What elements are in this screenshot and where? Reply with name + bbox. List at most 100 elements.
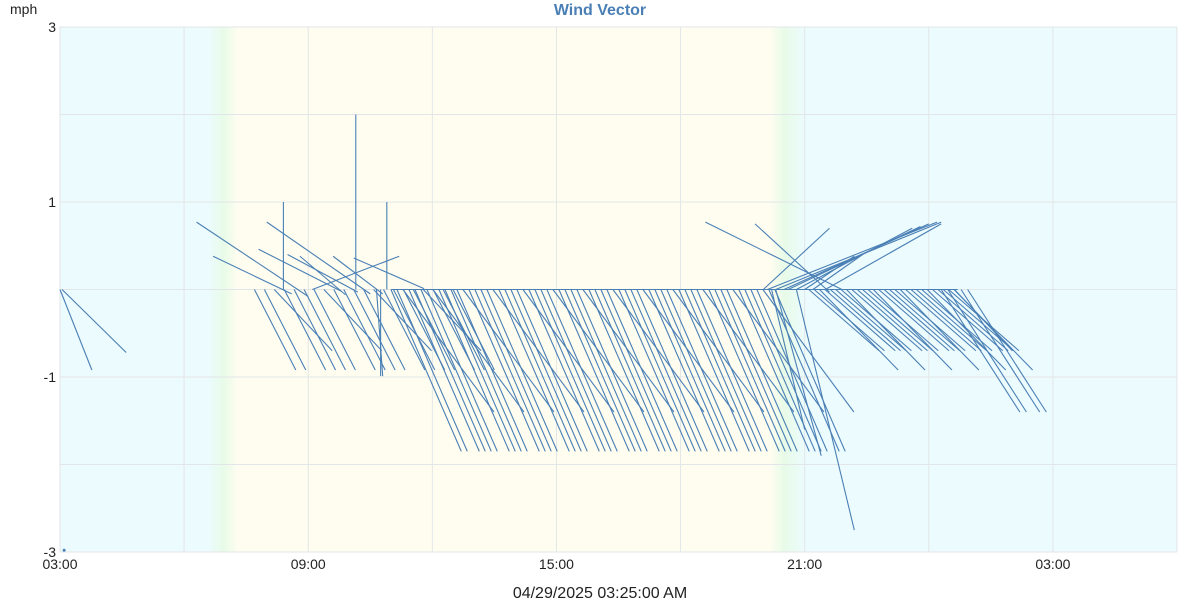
wind-vector [212,255,292,295]
x-tick-label: 21:00 [787,556,822,572]
wind-vector [824,289,896,352]
wind-vector [796,227,913,290]
wind-vector [899,289,980,371]
wind-vector [516,289,588,452]
wind-vector [263,289,307,371]
wind-vector [283,289,327,371]
wind-vector [293,289,337,371]
wind-vector [253,289,297,371]
wind-vector [504,289,576,452]
x-tick-label: 15:00 [539,556,574,572]
wind-vector [690,289,762,452]
wind-vector [373,289,432,352]
wind-vector [540,289,612,452]
wind-vector [426,289,498,452]
wind-vector [363,289,406,371]
wind-vector [684,289,756,452]
wind-vector [312,255,400,291]
wind-vector [648,289,720,452]
chart-title: Wind Vector [554,2,646,19]
wind-vector [510,289,582,452]
wind-vector [408,289,480,452]
wind-vector [353,257,425,290]
wind-vector [705,221,843,290]
wind-vector [787,226,921,290]
wind-vector [534,289,606,452]
wind-vector [486,289,558,452]
wind-vector [660,289,732,452]
wind-vector [353,289,396,371]
wind-vector [940,289,1021,413]
wind-vector [564,289,636,452]
origin-marker [62,548,66,552]
wind-vector [883,289,955,352]
x-tick-label: 03:00 [1035,556,1070,572]
y-tick-label: -1 [44,369,57,385]
wind-vector [829,289,902,352]
wind-vector [61,289,127,353]
wind-vector [442,289,485,371]
wind-vector [636,289,708,452]
timestamp-footer: 04/29/2025 03:25:00 AM [513,585,687,600]
wind-vector [546,289,618,452]
wind-vector [323,289,383,352]
wind-vector [954,289,1013,352]
wind-vector [456,289,528,452]
wind-vector [960,289,1041,413]
wind-vector [878,289,950,352]
wind-vector [438,289,510,452]
wind-vector [937,289,1009,352]
y-tick-label: 3 [48,19,56,35]
wind-vector [606,289,678,452]
wind-vector [862,289,934,352]
wind-vector [594,289,666,452]
wind-vector [600,289,672,452]
wind-vector [452,289,495,371]
wind-vector [444,289,516,452]
wind-vector [738,289,810,452]
wind-vector [396,289,468,452]
wind-vector [474,289,546,452]
wind-vector [856,289,928,352]
wind-vector [576,289,648,452]
wind-vector [624,289,696,452]
wind-vector [771,289,806,430]
wind-vector [528,289,600,452]
wind-vector [967,289,1047,413]
axes: 31-1-303:00 09:00 15:00 21:00 03:00 [42,19,1070,572]
wind-vector [480,289,552,452]
wind-vector [804,255,855,290]
wind-vector [720,289,792,452]
wind-vector [851,289,923,352]
wind-vector [383,289,426,371]
wind-vector [299,255,346,296]
wind-vector [332,255,384,295]
wind-vector [678,289,750,452]
wind-vector [750,289,822,452]
wind-vector [835,289,907,352]
wind-vector [375,289,384,377]
wind-vector [654,289,726,452]
wind-vector [744,289,816,452]
wind-vector [287,254,359,293]
wind-vector [390,289,462,452]
wind-vector [910,289,982,352]
y-tick-label: 1 [48,194,56,210]
wind-vector [266,221,371,295]
wind-vector [468,289,540,452]
wind-vector [819,289,899,371]
wind-vector [588,289,660,452]
wind-vector [696,289,768,452]
wind-vector [825,223,942,290]
wind-vector [756,289,828,452]
wind-vector [846,289,926,371]
wind-vector [313,289,356,371]
wind-vector [558,289,630,452]
vector-series [59,114,1047,552]
wind-vector [726,289,798,452]
wind-vector [708,289,780,452]
wind-vector [812,254,863,290]
wind-vector [343,289,386,371]
wind-vector [947,289,1027,413]
